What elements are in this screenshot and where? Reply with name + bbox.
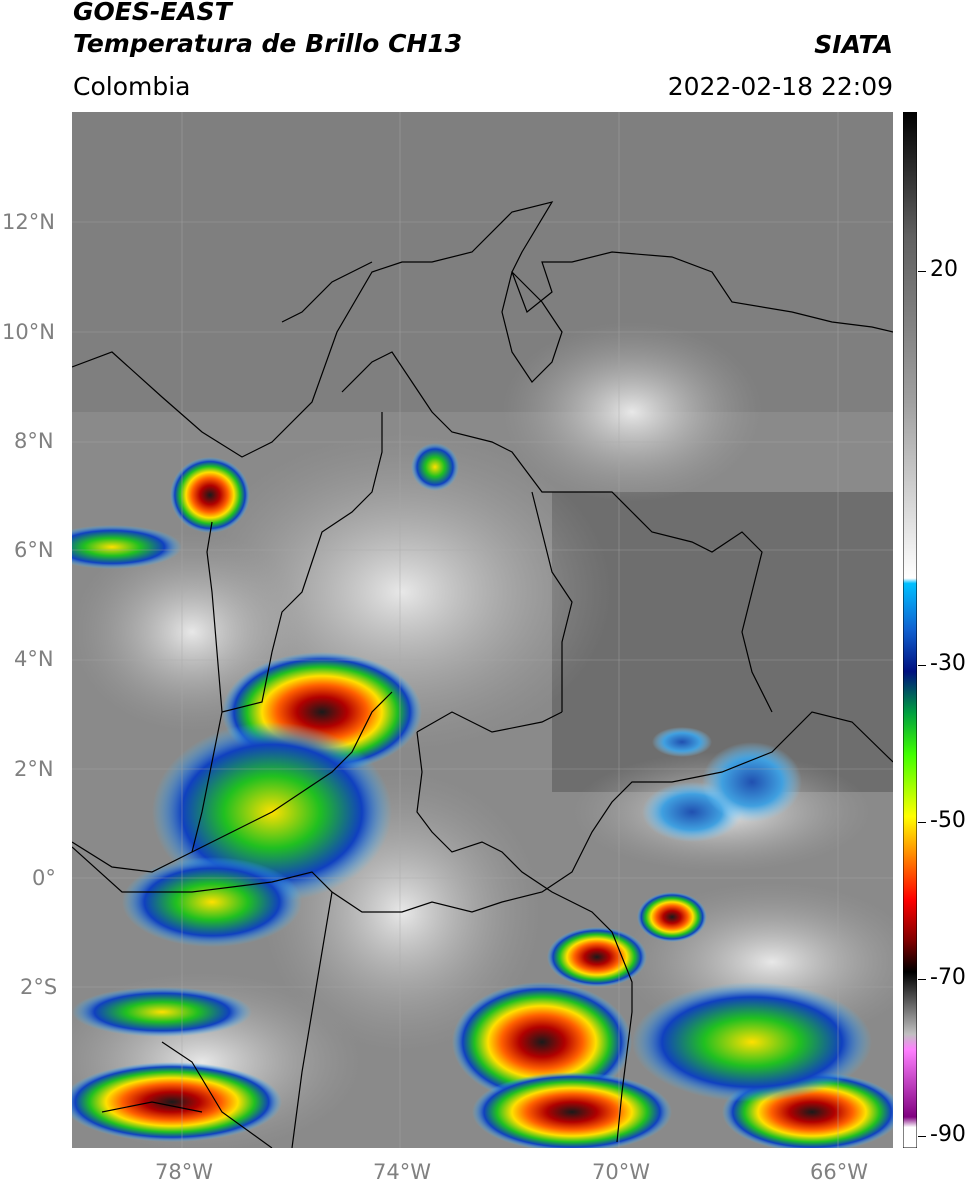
lon-label: 70°W — [592, 1160, 650, 1184]
colorbar-label: -50 — [930, 808, 966, 833]
lat-label: 0° — [32, 866, 56, 890]
colorbar-tick — [918, 979, 926, 980]
colorbar-tick — [918, 271, 926, 272]
colorbar-tick — [918, 822, 926, 823]
colorbar — [903, 112, 917, 1148]
region-label: Colombia — [73, 72, 191, 101]
colorbar-label: -90 — [930, 1122, 966, 1147]
lat-label: 10°N — [2, 320, 55, 344]
lat-label: 12°N — [2, 210, 55, 234]
lat-label: 8°N — [14, 429, 54, 453]
colorbar-label: -70 — [930, 965, 966, 990]
product-title: Temperatura de Brillo CH13 — [73, 29, 463, 58]
lat-label: 6°N — [14, 538, 54, 562]
colorbar-tick — [918, 665, 926, 666]
colorbar-tick — [918, 1136, 926, 1137]
organization-label: SIATA — [814, 30, 893, 59]
colorbar-label: -30 — [930, 651, 966, 676]
lat-label: 2°S — [20, 975, 58, 999]
colorbar-label: 20 — [930, 257, 958, 282]
datetime-label: 2022-02-18 22:09 — [667, 72, 893, 101]
lat-label: 4°N — [14, 647, 54, 671]
satellite-title: GOES-EAST — [73, 0, 232, 26]
lon-label: 78°W — [155, 1160, 213, 1184]
lon-label: 66°W — [810, 1160, 868, 1184]
lat-label: 2°N — [14, 757, 54, 781]
satellite-map — [72, 112, 893, 1148]
lon-label: 74°W — [373, 1160, 431, 1184]
